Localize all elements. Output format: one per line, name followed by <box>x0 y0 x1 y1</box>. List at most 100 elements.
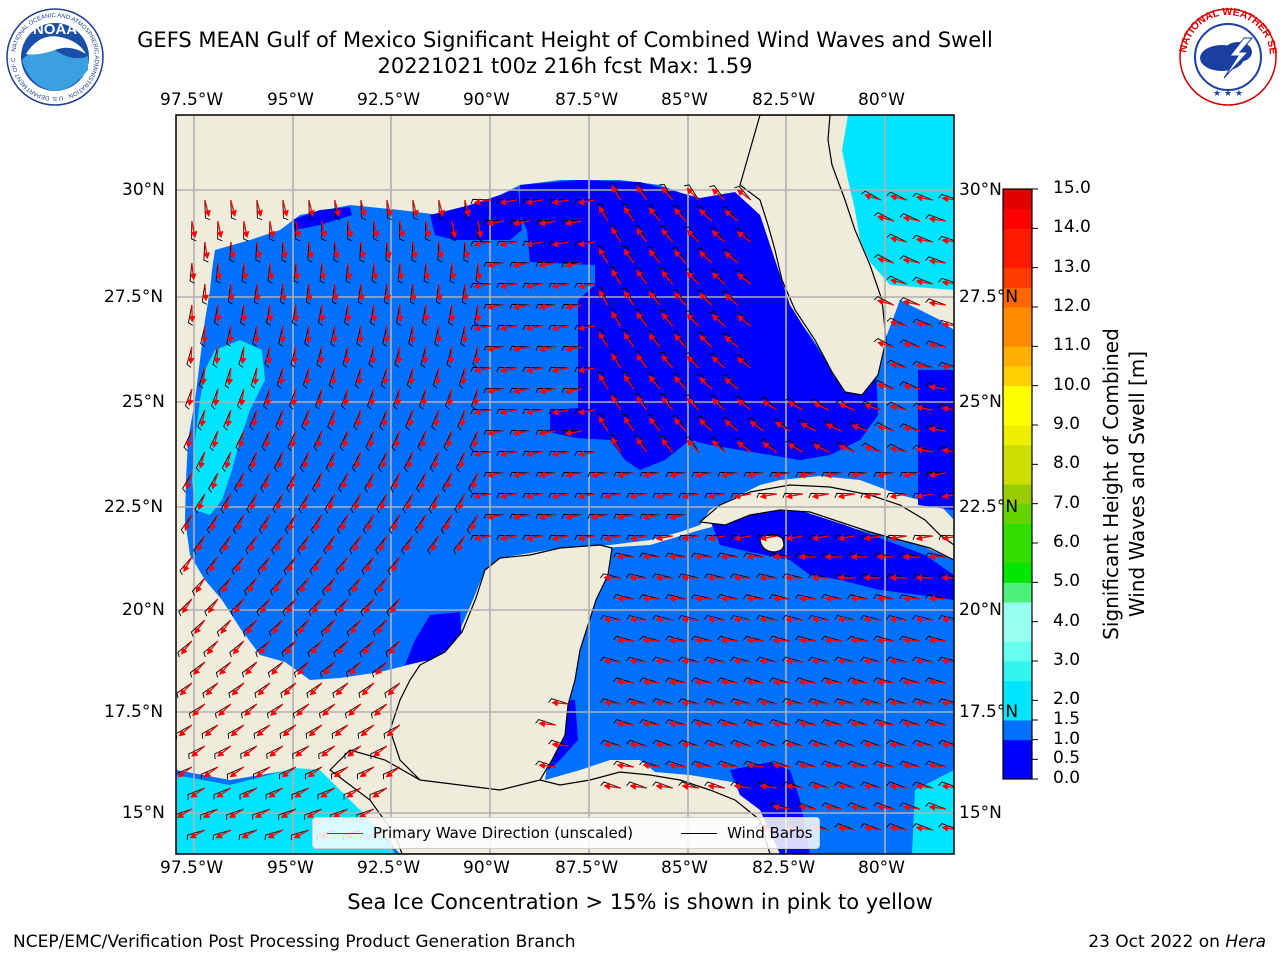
wind-barb <box>721 374 739 390</box>
wind-barb <box>587 471 608 478</box>
wind-barb <box>600 698 621 705</box>
wind-barb <box>834 781 855 789</box>
wave-direction-arrowhead <box>334 729 342 737</box>
wind-barb <box>305 283 311 305</box>
wave-direction-arrowhead <box>603 492 611 500</box>
wind-barb <box>621 287 635 306</box>
wave-direction-arrowhead <box>772 720 780 728</box>
wave-direction-arrowhead <box>371 273 379 281</box>
wind-barb <box>241 661 258 678</box>
wind-barb <box>509 303 530 310</box>
wave-direction-arrowhead <box>811 534 819 542</box>
wave-direction-arrowhead <box>214 315 222 323</box>
wind-barb <box>470 324 491 331</box>
wind-barb-swatch <box>681 832 718 834</box>
wave-direction-arrowhead <box>525 198 533 206</box>
wind-barb <box>834 614 855 621</box>
wave-direction-arrowhead <box>358 294 366 302</box>
wave-direction-arrowhead <box>661 438 669 447</box>
wind-barb <box>561 303 582 310</box>
wave-direction-arrowhead <box>244 709 252 716</box>
wave-direction-arrowhead <box>486 471 494 479</box>
wind-barb <box>295 577 310 596</box>
wind-barb <box>709 353 726 369</box>
wind-barb <box>769 718 790 726</box>
wave-direction-arrowhead <box>902 762 910 770</box>
wave-direction-arrowhead <box>720 553 727 561</box>
wave-direction-arrowhead <box>733 699 741 707</box>
wind-barb <box>665 677 686 684</box>
wave-direction-arrowhead <box>720 720 728 728</box>
wave-direction-arrowhead <box>270 709 278 716</box>
wave-direction-arrowhead <box>329 420 337 428</box>
wave-direction-arrowhead <box>811 616 819 623</box>
wind-barb <box>912 573 933 579</box>
wind-barb <box>873 802 894 810</box>
wind-barb <box>305 724 323 739</box>
wind-barb <box>483 429 504 436</box>
wave-direction-arrowhead <box>224 461 232 469</box>
wind-barb <box>574 366 595 373</box>
wind-barb <box>535 718 556 726</box>
wave-direction-arrowhead <box>445 440 453 448</box>
wind-barb <box>639 677 660 684</box>
wind-barb <box>548 366 569 373</box>
wave-direction-arrowhead <box>681 783 689 791</box>
wind-barb <box>266 745 284 760</box>
wind-barb <box>423 262 429 284</box>
wave-direction-arrowhead <box>435 336 443 344</box>
wind-barb <box>709 437 726 453</box>
wave-direction-arrowhead <box>928 803 936 811</box>
wind-barb <box>266 703 284 719</box>
wind-barb <box>302 367 310 389</box>
wave-direction-arrowhead <box>377 585 385 593</box>
wave-direction-arrowhead <box>204 209 211 217</box>
wave-direction-arrowhead <box>538 303 546 311</box>
wind-barb <box>496 282 517 289</box>
lon-tick-bottom: 82.5°W <box>752 858 816 878</box>
wind-barb <box>215 661 232 678</box>
wave-direction-arrowhead <box>941 405 949 413</box>
wave-direction-arrowhead <box>551 741 559 749</box>
wind-barb <box>295 220 301 242</box>
wind-barb <box>330 325 336 347</box>
wave-direction-arrowhead <box>525 408 533 416</box>
colorbar-segment <box>1003 228 1032 249</box>
wave-direction-arrowhead <box>255 252 262 260</box>
wind-barb <box>368 346 375 368</box>
wave-direction-arrowhead <box>681 657 689 665</box>
wind-barb <box>463 241 469 263</box>
wave-direction-arrowhead <box>320 231 328 239</box>
wind-barb <box>240 745 258 760</box>
wind-barb <box>717 594 738 600</box>
wind-barb <box>665 471 686 478</box>
wave-direction-arrowhead <box>668 678 676 686</box>
wind-barb <box>626 656 647 663</box>
wind-barb <box>509 471 530 478</box>
footer-date: 23 Oct 2022 on Hera <box>1088 932 1266 952</box>
wind-barb <box>405 409 414 431</box>
wind-barb <box>873 594 894 600</box>
wave-direction-arrowhead <box>551 408 559 416</box>
wind-barb <box>886 492 907 499</box>
wave-direction-arrowhead <box>474 315 482 323</box>
wind-barb <box>659 309 674 327</box>
wind-barb <box>290 346 297 368</box>
wind-barb <box>535 387 556 394</box>
colorbar-segment <box>1003 189 1032 210</box>
wave-direction-arrowhead <box>824 720 832 728</box>
wind-barb <box>734 185 752 201</box>
wind-barb <box>397 262 403 284</box>
wind-barb <box>535 303 556 310</box>
wind-barb <box>203 241 209 263</box>
wave-direction-arrowhead <box>798 471 806 479</box>
wind-barb <box>646 288 661 306</box>
cuba-island <box>698 484 954 561</box>
wave-direction-arrowhead <box>655 741 663 749</box>
wave-direction-arrowhead <box>473 450 481 458</box>
wind-barb <box>226 766 244 780</box>
wave-direction-arrowhead <box>577 324 585 332</box>
colorbar-segment <box>1003 385 1032 406</box>
wave-direction-arrowhead <box>863 699 871 707</box>
wave-direction-arrowhead <box>798 762 806 770</box>
